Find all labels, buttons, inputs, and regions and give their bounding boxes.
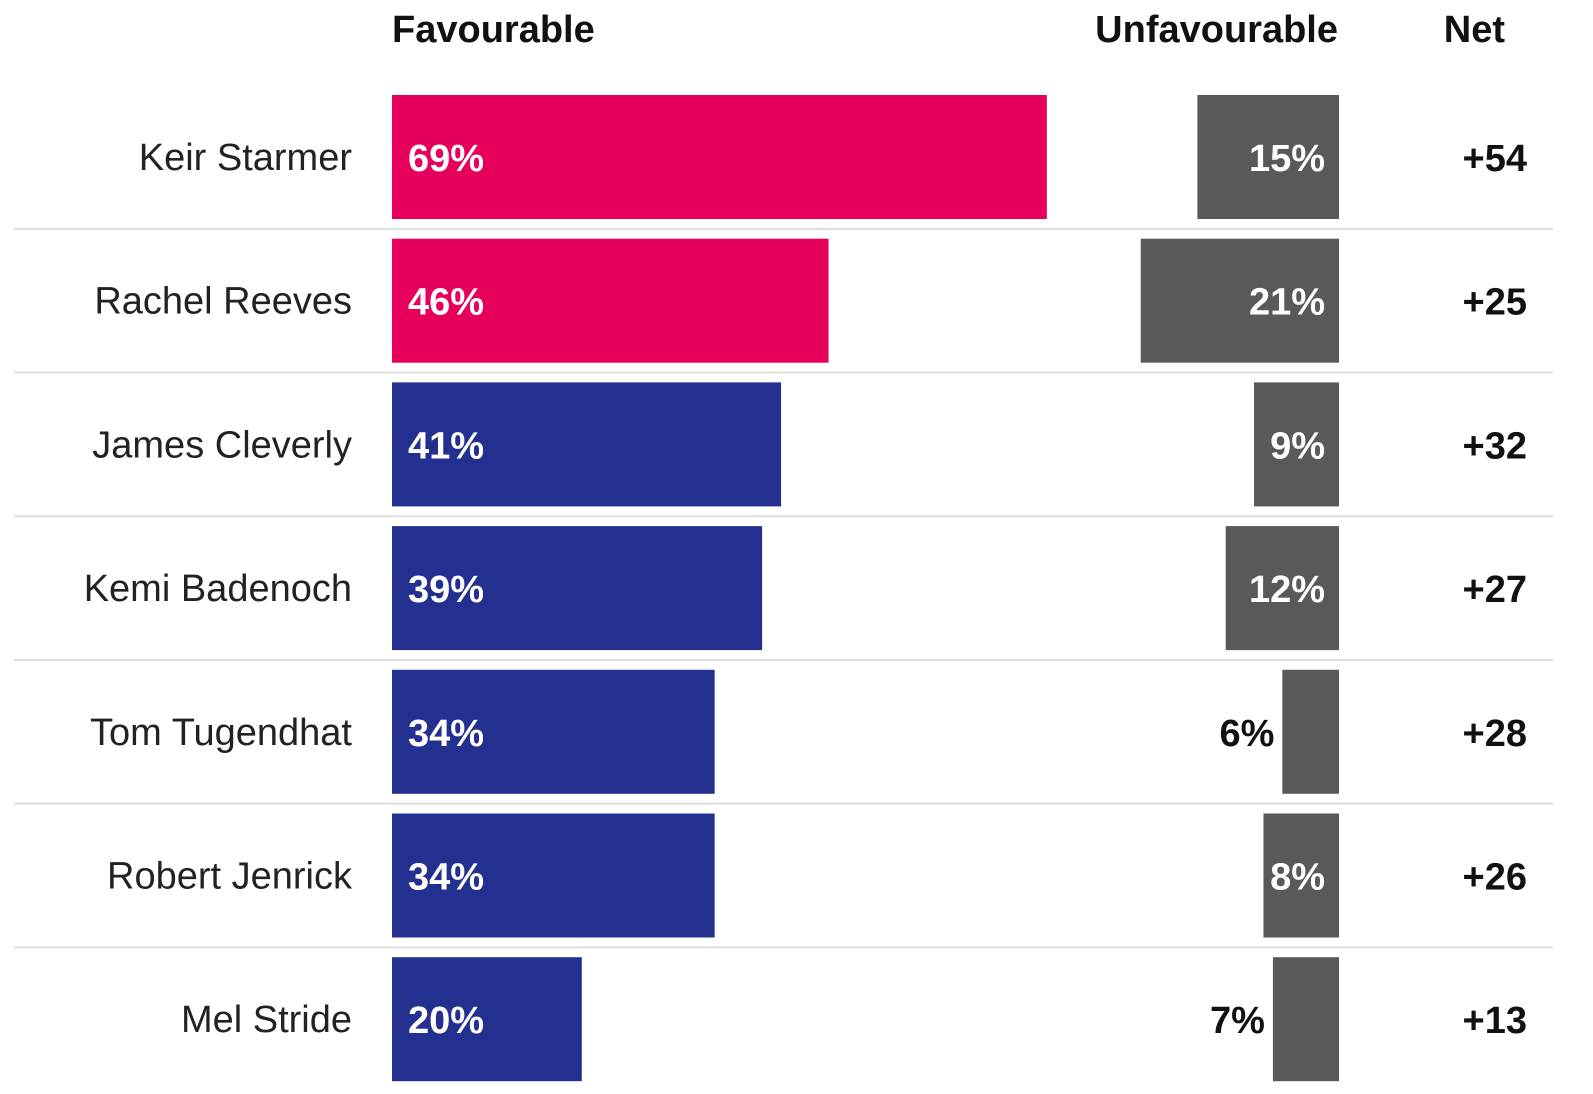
favourable-value-label: 69%	[408, 138, 484, 180]
unfavourable-value-label: 9%	[1270, 425, 1325, 467]
favourable-value-label: 46%	[408, 282, 484, 324]
unfavourable-bar	[1254, 382, 1339, 507]
category-label: Mel Stride	[181, 999, 352, 1041]
net-value: +32	[1463, 425, 1527, 467]
category-label: James Cleverly	[92, 424, 352, 466]
favourable-bar	[392, 669, 715, 794]
net-value: +13	[1463, 1000, 1527, 1042]
category-label: Robert Jenrick	[107, 856, 353, 898]
favourable-value-label: 34%	[408, 713, 484, 755]
favourable-value-label: 34%	[408, 857, 484, 899]
favourable-bar	[392, 382, 782, 507]
favourable-bar	[392, 957, 582, 1082]
unfavourable-value-label: 12%	[1249, 569, 1325, 611]
favourable-value-label: 20%	[408, 1000, 484, 1042]
net-value: +54	[1463, 138, 1527, 180]
favourable-bar	[392, 238, 829, 363]
category-label: Kemi Badenoch	[84, 568, 352, 610]
favourable-bar	[392, 95, 1047, 219]
favourable-bar	[392, 813, 715, 938]
unfavourable-value-label: 7%	[1210, 1000, 1265, 1042]
header-unfavourable: Unfavourable	[1095, 9, 1338, 51]
net-value: +26	[1463, 857, 1527, 899]
unfavourable-value-label: 8%	[1270, 857, 1325, 899]
unfavourable-value-label: 15%	[1249, 138, 1325, 180]
header-net: Net	[1444, 9, 1506, 51]
unfavourable-bar	[1140, 238, 1339, 363]
unfavourable-value-label: 21%	[1249, 282, 1325, 324]
category-label: Tom Tugendhat	[90, 712, 352, 754]
net-value: +25	[1463, 282, 1527, 324]
favourable-bar	[392, 526, 763, 651]
unfavourable-value-label: 6%	[1219, 713, 1274, 755]
unfavourable-bar	[1225, 526, 1339, 651]
header-favourable: Favourable	[392, 9, 595, 51]
unfavourable-bar	[1197, 95, 1339, 219]
unfavourable-bar	[1263, 813, 1339, 938]
favourable-value-label: 41%	[408, 425, 484, 467]
unfavourable-bar	[1282, 669, 1339, 794]
favourable-value-label: 39%	[408, 569, 484, 611]
unfavourable-bar	[1272, 957, 1339, 1082]
category-label: Keir Starmer	[139, 137, 353, 179]
net-value: +27	[1463, 569, 1527, 611]
category-label: Rachel Reeves	[94, 281, 352, 323]
net-value: +28	[1463, 713, 1527, 755]
